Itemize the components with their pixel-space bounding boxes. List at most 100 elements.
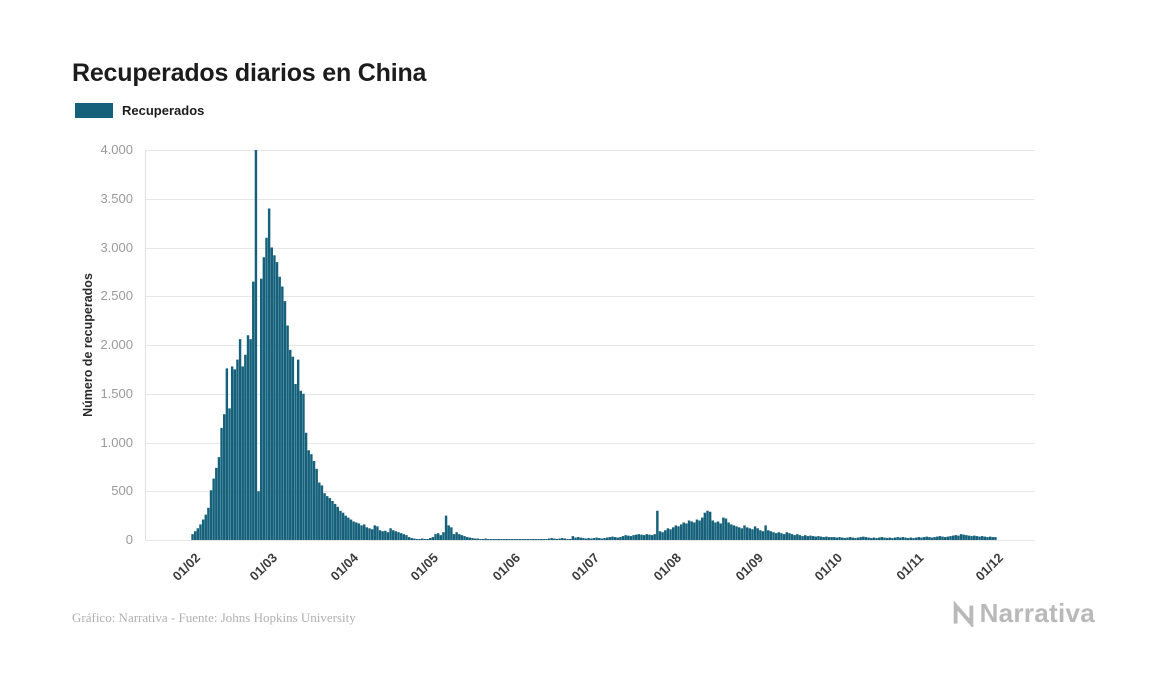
bar <box>542 539 545 540</box>
bar <box>980 536 984 540</box>
bar <box>827 537 831 540</box>
bar <box>693 522 696 540</box>
chart-credit: Gráfico: Narrativa - Fuente: Johns Hopki… <box>72 610 356 625</box>
bar <box>629 536 633 540</box>
bar <box>708 511 712 540</box>
bar <box>748 528 751 540</box>
bar <box>946 536 950 540</box>
bar <box>912 538 915 540</box>
bar <box>833 537 836 540</box>
bar <box>392 530 395 540</box>
bar <box>254 150 258 540</box>
bar <box>888 537 891 540</box>
bar <box>500 539 503 540</box>
bar <box>920 537 923 540</box>
bar <box>561 538 564 540</box>
bar <box>598 538 601 540</box>
bar <box>413 538 416 540</box>
bar <box>819 536 823 540</box>
x-tick-label: 01/05 <box>407 550 441 584</box>
y-tick-label: 0 <box>125 532 133 547</box>
bar <box>566 539 569 540</box>
bar <box>957 535 960 540</box>
x-tick-label: 01/06 <box>489 550 523 584</box>
narrativa-brand-link[interactable]: Narrativa <box>950 598 1095 629</box>
bar <box>347 517 350 540</box>
bar <box>772 532 775 540</box>
bar <box>804 535 807 541</box>
bar <box>465 537 469 540</box>
bar <box>806 536 810 540</box>
bar <box>701 517 704 540</box>
x-tick-label: 01/02 <box>169 550 204 584</box>
bar <box>426 539 429 540</box>
bar <box>933 537 936 540</box>
bar <box>220 427 223 540</box>
bar <box>740 528 744 540</box>
legend-item-recuperados[interactable]: Recuperados <box>75 103 204 118</box>
bar <box>336 506 339 540</box>
bar <box>481 539 485 540</box>
bar <box>370 529 374 540</box>
bar <box>497 539 501 540</box>
bar <box>463 536 466 540</box>
bar <box>656 510 659 540</box>
x-tick-label: 01/10 <box>811 550 845 584</box>
bar <box>959 534 963 540</box>
bar <box>524 539 527 540</box>
bar <box>259 278 263 540</box>
bar <box>360 525 363 541</box>
bar <box>619 537 622 540</box>
bar <box>777 532 781 540</box>
bar <box>862 536 865 540</box>
bar <box>415 539 419 540</box>
bar <box>553 538 556 540</box>
bar <box>954 535 957 541</box>
bar <box>854 538 857 540</box>
bar <box>352 521 355 540</box>
bar <box>402 534 406 540</box>
bar <box>495 539 498 540</box>
bar <box>648 534 651 540</box>
bar <box>632 535 635 541</box>
bar <box>885 538 889 540</box>
bar <box>825 536 828 540</box>
bar <box>291 356 295 540</box>
y-tick-label: 3.000 <box>100 239 133 255</box>
bar <box>526 539 530 540</box>
bar <box>207 507 210 540</box>
bar <box>576 537 580 540</box>
bar <box>724 518 728 540</box>
bar <box>568 539 572 540</box>
bar <box>943 537 947 540</box>
bar <box>835 537 839 540</box>
bar <box>753 526 757 540</box>
bar <box>864 537 868 540</box>
plot-area <box>145 150 1035 541</box>
bar <box>650 535 654 541</box>
bar <box>687 520 691 540</box>
bar <box>732 525 736 541</box>
bar <box>973 535 976 540</box>
bar <box>484 538 487 540</box>
bar <box>539 539 543 540</box>
bar <box>880 537 884 540</box>
bar <box>603 538 606 540</box>
bar <box>872 537 876 540</box>
bar <box>294 384 297 540</box>
bar <box>384 530 387 540</box>
bar <box>870 538 873 540</box>
bar <box>199 524 202 540</box>
bar <box>909 537 913 540</box>
bar <box>896 537 899 540</box>
bar <box>613 537 617 540</box>
bar <box>986 537 989 540</box>
bar <box>574 537 577 540</box>
bar <box>455 532 458 540</box>
bar <box>616 537 619 540</box>
bar <box>637 534 641 540</box>
bar <box>209 490 213 540</box>
bar <box>458 534 461 540</box>
bar <box>429 538 432 540</box>
bar <box>930 537 934 540</box>
